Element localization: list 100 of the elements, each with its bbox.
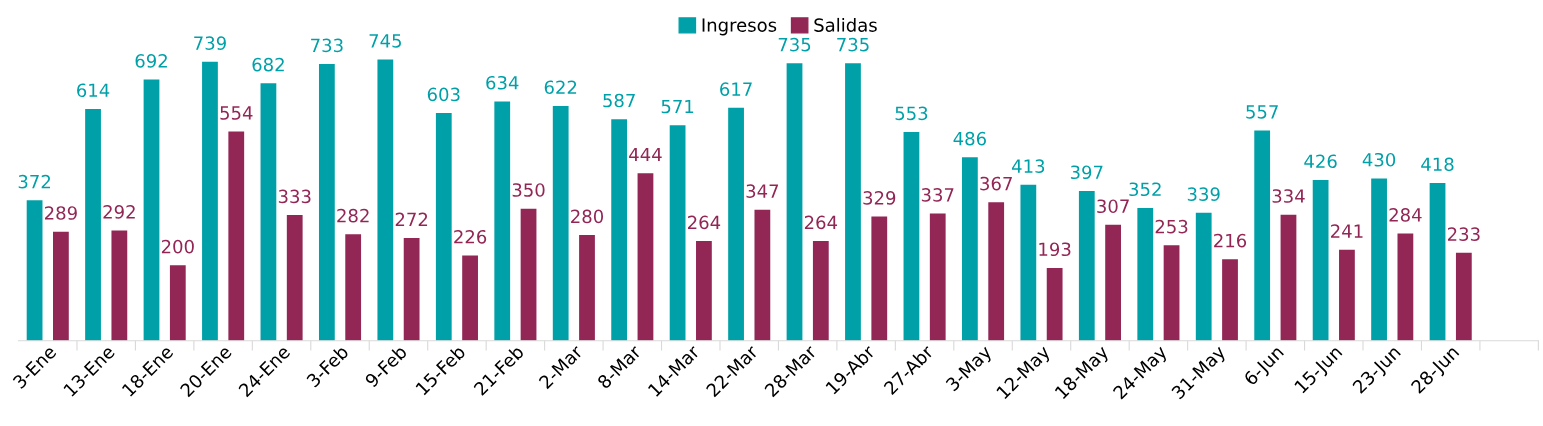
data-label: 339 [1187, 187, 1220, 201]
bar [1195, 212, 1212, 341]
data-label: 557 [1246, 105, 1278, 119]
data-label: 280 [571, 209, 604, 224]
data-label: 241 [1331, 224, 1363, 238]
data-label: 264 [688, 215, 721, 230]
data-label: 634 [486, 75, 519, 90]
bar [520, 208, 537, 341]
bar [1429, 182, 1446, 341]
bar [845, 63, 861, 341]
legend-label: Ingresos [702, 18, 777, 36]
bar [1222, 259, 1238, 341]
data-label: 333 [278, 189, 311, 204]
data-label: 682 [252, 57, 284, 72]
data-label: 603 [427, 87, 460, 102]
bar [962, 157, 978, 341]
data-label: 430 [1362, 152, 1396, 167]
data-label: 617 [720, 82, 752, 96]
bar [1280, 214, 1297, 341]
data-label: 571 [661, 99, 694, 114]
bar [1105, 224, 1121, 341]
bar [903, 131, 920, 341]
bar [1020, 184, 1037, 341]
data-label: 347 [746, 184, 779, 198]
bar [143, 79, 160, 341]
data-label: 733 [311, 38, 343, 53]
bar [85, 108, 101, 341]
data-label: 307 [1097, 199, 1129, 214]
data-label: 554 [220, 106, 253, 120]
bar [611, 119, 628, 341]
bar [1163, 245, 1180, 341]
data-label: 426 [1304, 154, 1337, 169]
legend-label: Salidas [814, 17, 877, 32]
bar [1046, 267, 1063, 341]
data-label: 233 [1447, 227, 1480, 241]
bar [1339, 249, 1355, 341]
bar [403, 238, 420, 341]
bar [169, 265, 186, 341]
bar [53, 231, 69, 341]
data-label: 289 [44, 206, 77, 220]
data-label: 292 [103, 205, 135, 219]
data-label: 193 [1039, 242, 1071, 257]
bar [26, 200, 43, 341]
data-label: 413 [1011, 159, 1045, 174]
data-label: 216 [1214, 233, 1247, 248]
data-label: 284 [1389, 208, 1422, 222]
data-label: 282 [337, 208, 369, 223]
data-label: 587 [603, 93, 635, 108]
data-label: 745 [369, 34, 401, 48]
data-label: 486 [953, 131, 986, 146]
data-label: 444 [629, 147, 662, 162]
bar [812, 241, 829, 341]
data-label: 350 [512, 183, 545, 197]
data-label: 397 [1070, 165, 1103, 180]
data-label: 329 [863, 191, 896, 205]
data-label: 352 [1129, 182, 1161, 197]
bar [579, 235, 595, 341]
bar [552, 105, 569, 341]
data-label: 622 [544, 80, 577, 95]
bar [1078, 190, 1095, 341]
bar [696, 241, 712, 341]
bar [1137, 207, 1154, 341]
data-label: 337 [921, 188, 954, 202]
bar [111, 230, 128, 341]
bar [1312, 179, 1329, 341]
data-label: 735 [837, 37, 869, 52]
bar [871, 216, 888, 341]
bar [728, 107, 744, 341]
bar [1371, 178, 1387, 341]
bar [260, 83, 277, 341]
data-label: 264 [804, 215, 838, 230]
bar [637, 173, 654, 341]
bar [228, 131, 245, 341]
bar [377, 59, 394, 341]
bar [1397, 233, 1414, 341]
bar [494, 101, 511, 341]
data-label: 253 [1155, 219, 1188, 234]
data-label: 200 [161, 239, 194, 254]
data-label: 735 [778, 37, 811, 52]
data-label: 367 [980, 176, 1012, 191]
data-label: 418 [1421, 157, 1454, 172]
bar [786, 63, 803, 341]
bar [754, 209, 771, 341]
bar [202, 61, 218, 341]
bar [929, 213, 946, 341]
data-label: 553 [895, 106, 928, 121]
bar [435, 113, 452, 341]
bar [669, 125, 686, 341]
data-label: 272 [395, 212, 428, 226]
bar [286, 215, 303, 341]
bar [462, 255, 478, 341]
bar [318, 64, 335, 341]
data-label: 614 [77, 83, 110, 98]
data-label: 226 [454, 229, 487, 244]
bar [1455, 252, 1472, 341]
data-label: 692 [135, 54, 167, 68]
data-label: 334 [1272, 189, 1305, 203]
data-label: 372 [18, 174, 51, 189]
bar [1254, 130, 1271, 341]
bar [988, 202, 1005, 341]
